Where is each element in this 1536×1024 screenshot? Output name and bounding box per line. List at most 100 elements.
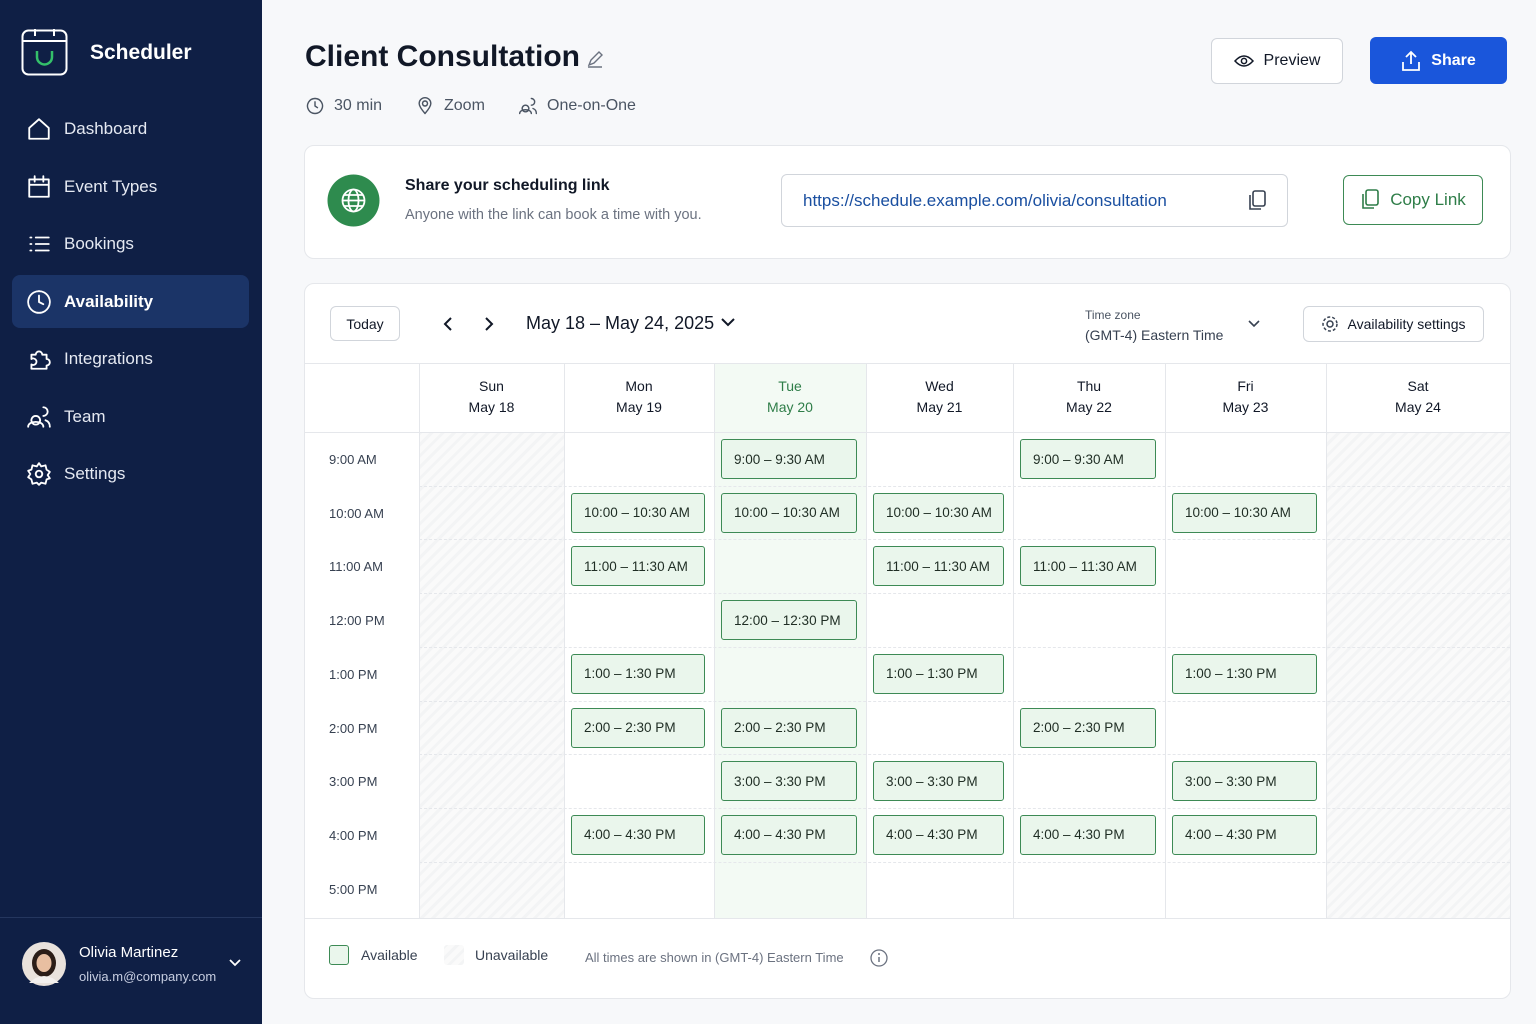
meta-text: One-on-One [547, 97, 636, 114]
column-line [1165, 364, 1166, 918]
time-slot[interactable]: 4:00 – 4:30 PM [873, 814, 1004, 855]
time-slot[interactable]: 4:00 – 4:30 PM [721, 814, 857, 855]
day-date: May 23 [1222, 399, 1269, 415]
today-button[interactable]: Today [330, 306, 400, 341]
nav-item[interactable]: Integrations [12, 333, 249, 386]
row-line [419, 646, 1510, 648]
row-line [419, 861, 1510, 863]
icon [518, 97, 538, 115]
time-slot[interactable]: 10:00 – 10:30 AM [1172, 492, 1317, 533]
user-name: Olivia Martinez [79, 944, 179, 961]
meta-item: One-on-One [518, 96, 636, 116]
legend-available-swatch [329, 945, 349, 965]
time-slot[interactable]: 9:00 – 9:30 AM [1020, 439, 1156, 479]
time-slot[interactable]: 2:00 – 2:30 PM [1020, 707, 1156, 748]
unavailable-column [419, 432, 564, 918]
time-label: 4:00 PM [329, 827, 378, 843]
nav-label: Dashboard [64, 119, 148, 138]
day-date: May 20 [767, 399, 813, 415]
next-week[interactable] [482, 316, 496, 332]
time-slot[interactable]: 2:00 – 2:30 PM [571, 707, 705, 748]
url-text: https://schedule.example.com/olivia/cons… [803, 191, 1167, 210]
globe-icon [327, 174, 380, 227]
nav-item[interactable]: Availability [12, 275, 249, 328]
time-label: 11:00 AM [329, 559, 383, 575]
nav-item[interactable]: Settings [12, 448, 249, 501]
row-line [419, 593, 1510, 595]
time-slot[interactable]: 4:00 – 4:30 PM [571, 814, 705, 855]
preview-button[interactable]: Preview [1211, 38, 1343, 84]
share-title: Share your scheduling link [405, 177, 610, 194]
prev-week[interactable] [441, 316, 455, 332]
edit-icon[interactable] [586, 50, 604, 68]
user-menu-chevron[interactable] [228, 957, 242, 969]
time-label: 10:00 AM [329, 505, 384, 521]
brand-name: Scheduler [90, 41, 192, 64]
time-slot[interactable]: 9:00 – 9:30 AM [721, 439, 857, 479]
day-name: Mon [625, 378, 653, 394]
share-button[interactable]: Share [1370, 37, 1507, 84]
header-line [305, 432, 1510, 433]
copy-link-label: Copy Link [1390, 190, 1466, 209]
time-slot[interactable]: 3:00 – 3:30 PM [1172, 761, 1317, 802]
legend-note: All times are shown in (GMT-4) Eastern T… [585, 950, 844, 965]
nav-item[interactable]: Event Types [12, 160, 249, 213]
day-header: Sat May 24 [1326, 376, 1510, 420]
time-slot[interactable]: 3:00 – 3:30 PM [721, 761, 857, 802]
share-subtitle: Anyone with the link can book a time wit… [405, 207, 702, 223]
nav-item[interactable]: Bookings [12, 218, 249, 271]
day-date: May 24 [1395, 399, 1441, 415]
url-box[interactable]: https://schedule.example.com/olivia/cons… [781, 174, 1288, 227]
time-slot[interactable]: 1:00 – 1:30 PM [873, 653, 1004, 694]
time-slot[interactable]: 1:00 – 1:30 PM [1172, 653, 1317, 694]
copy-link-button[interactable]: Copy Link [1343, 175, 1483, 225]
time-slot[interactable]: 11:00 – 11:30 AM [1020, 546, 1156, 587]
avatar[interactable] [21, 941, 67, 987]
row-line [419, 700, 1510, 702]
calendar-card: Today May 18 – May 24, 2025 Time zone (G… [304, 283, 1511, 999]
nav-item[interactable]: Dashboard [12, 103, 249, 156]
day-name: Thu [1076, 378, 1102, 394]
nav-item[interactable]: Team [12, 390, 249, 443]
time-slot[interactable]: 12:00 – 12:30 PM [721, 600, 857, 641]
share-label: Share [1431, 51, 1476, 69]
time-slot[interactable]: 11:00 – 11:30 AM [873, 546, 1004, 587]
time-slot[interactable]: 10:00 – 10:30 AM [721, 492, 857, 533]
copy-icon[interactable] [1247, 190, 1267, 212]
column-line [564, 364, 565, 918]
brand-logo [21, 29, 68, 76]
sidebar: Scheduler Dashboard Event Types Bookings Av… [0, 0, 262, 1024]
eye-icon [1233, 55, 1254, 67]
range-chevron[interactable] [720, 317, 736, 329]
time-label: 3:00 PM [329, 774, 378, 790]
day-header: Thu May 22 [1013, 376, 1165, 420]
time-slot[interactable]: 4:00 – 4:30 PM [1172, 814, 1317, 855]
day-date: May 22 [1066, 399, 1112, 415]
time-slot[interactable]: 4:00 – 4:30 PM [1020, 814, 1156, 855]
row-line [419, 539, 1510, 541]
time-slot[interactable]: 3:00 – 3:30 PM [873, 761, 1004, 802]
timezone-value[interactable]: (GMT-4) Eastern Time [1085, 327, 1224, 343]
legend-available: Available [361, 947, 418, 963]
availability-settings-button[interactable]: Availability settings [1303, 306, 1484, 342]
time-slot[interactable]: 1:00 – 1:30 PM [571, 653, 705, 694]
date-range[interactable]: May 18 – May 24, 2025 [526, 313, 715, 333]
day-name: Tue [778, 378, 802, 394]
time-slot[interactable]: 10:00 – 10:30 AM [571, 492, 705, 533]
icon [27, 462, 51, 486]
time-slot[interactable]: 11:00 – 11:30 AM [571, 546, 705, 587]
gear-icon [1322, 316, 1339, 332]
info-icon[interactable] [870, 949, 888, 967]
meta-text: 30 min [334, 97, 383, 114]
column-line [866, 364, 867, 918]
time-slot[interactable]: 10:00 – 10:30 AM [873, 492, 1004, 533]
day-header: Mon May 19 [564, 376, 714, 420]
time-label: 9:00 AM [329, 452, 377, 467]
meta-item: Zoom [415, 96, 485, 116]
timezone-chevron[interactable] [1247, 319, 1261, 329]
row-line [419, 485, 1510, 487]
meta-item: 30 min [305, 96, 382, 116]
time-label: 2:00 PM [329, 720, 378, 736]
nav-label: Integrations [64, 349, 153, 368]
time-slot[interactable]: 2:00 – 2:30 PM [721, 707, 857, 748]
